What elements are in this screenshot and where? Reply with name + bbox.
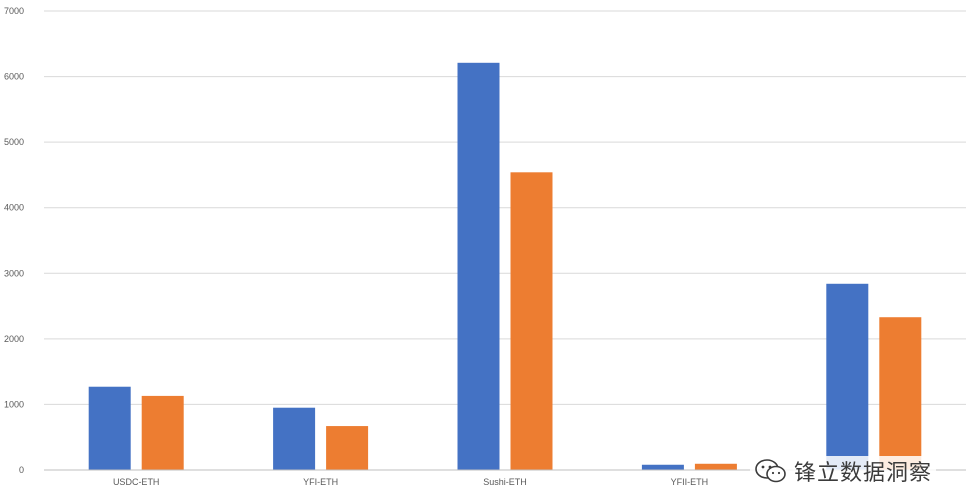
y-tick-label: 7000 xyxy=(4,6,24,16)
y-tick-label: 0 xyxy=(19,465,24,475)
x-tick-label: YFI-ETH xyxy=(303,477,338,487)
axes: 0 1000 2000 3000 4000 5000 6000 7000 USDC-ETH YFI… xyxy=(4,6,966,487)
watermark-text: 锋立数据洞察 xyxy=(794,461,933,486)
grid-lines xyxy=(44,10,966,405)
bar xyxy=(641,464,684,470)
bars xyxy=(88,62,922,471)
x-tick-label: YFII-ETH xyxy=(671,477,709,487)
bar xyxy=(141,395,184,470)
x-tick-label: Sushi-ETH xyxy=(483,477,527,487)
x-tick-label: USDC-ETH xyxy=(113,477,160,487)
bar xyxy=(826,283,869,470)
y-tick-label: 1000 xyxy=(4,399,24,409)
bar xyxy=(88,386,131,470)
watermark: 锋立数据洞察 xyxy=(750,456,937,486)
bar xyxy=(879,317,922,470)
y-tick-label: 2000 xyxy=(4,334,24,344)
wechat-icon xyxy=(755,459,786,483)
bar xyxy=(326,426,369,470)
y-tick-label: 4000 xyxy=(4,203,24,213)
bar xyxy=(694,463,737,470)
y-tick-label: 3000 xyxy=(4,268,24,278)
y-tick-label: 5000 xyxy=(4,137,24,147)
bar xyxy=(457,62,500,471)
bar xyxy=(510,172,553,470)
bar xyxy=(273,407,316,470)
y-tick-label: 6000 xyxy=(4,72,24,82)
